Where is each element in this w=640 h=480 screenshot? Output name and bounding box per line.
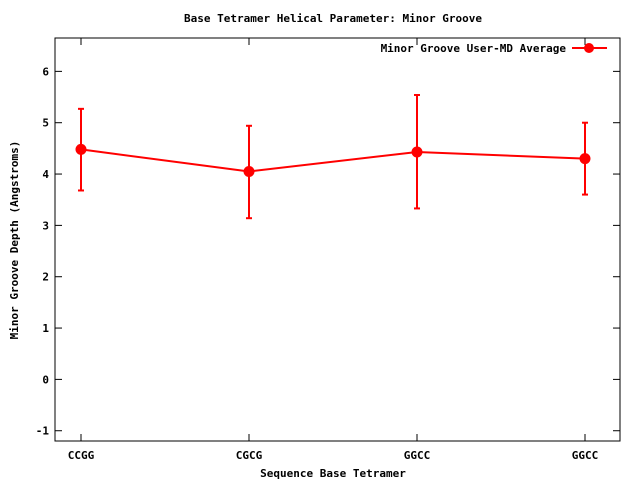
legend-label: Minor Groove User-MD Average xyxy=(381,42,567,55)
legend-marker xyxy=(584,43,594,53)
series-layer xyxy=(75,93,591,220)
y-tick-label: 0 xyxy=(42,373,49,386)
x-axis-label: Sequence Base Tetramer xyxy=(260,467,406,480)
data-point xyxy=(579,153,591,165)
data-point xyxy=(75,143,87,155)
x-tick-label: GGCC xyxy=(404,449,431,462)
chart-title: Base Tetramer Helical Parameter: Minor G… xyxy=(184,12,482,25)
x-tick-label: GGCC xyxy=(572,449,599,462)
x-axis: CCGG CGCG GGCC GGCC xyxy=(68,38,599,462)
y-axis-label: Minor Groove Depth (Angstroms) xyxy=(8,141,21,340)
x-tick-label: CGCG xyxy=(236,449,263,462)
data-point xyxy=(411,146,423,158)
y-tick-label: 4 xyxy=(42,168,49,181)
y-tick-label: -1 xyxy=(36,425,50,438)
y-tick-label: 1 xyxy=(42,322,49,335)
y-tick-label: 2 xyxy=(42,271,49,284)
legend: Minor Groove User-MD Average xyxy=(381,42,607,55)
y-tick-label: 6 xyxy=(42,65,49,78)
plot-frame xyxy=(54,37,621,442)
x-tick-label: CCGG xyxy=(68,449,95,462)
y-tick-label: 3 xyxy=(42,219,49,232)
y-tick-label: 5 xyxy=(42,117,49,130)
y-axis: -1 0 1 2 3 4 5 6 xyxy=(36,65,620,438)
series-line xyxy=(80,148,586,173)
data-point xyxy=(243,165,255,177)
